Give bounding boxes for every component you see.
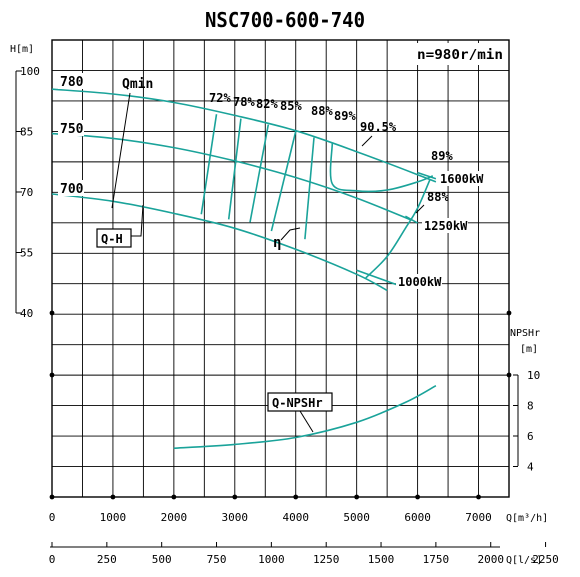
efficiency-label: 88% — [311, 104, 333, 118]
x-m3h-tick-label: 6000 — [404, 511, 431, 524]
efficiency-label: 88% — [427, 190, 449, 204]
qh-box — [96, 228, 132, 248]
chart-title: NSC700-600-740 — [205, 8, 365, 32]
label-bg — [438, 171, 484, 186]
efficiency-line-88% — [304, 137, 315, 240]
efficiency-label: 78% — [233, 95, 255, 109]
x-ls-tick-label: 2000 — [477, 553, 504, 566]
efficiency-label: 85% — [280, 99, 302, 113]
efficiency-label: 72% — [209, 91, 231, 105]
x-m3h-tick-label: 4000 — [282, 511, 309, 524]
npshr-axis-unit: [m] — [520, 344, 538, 355]
x-ls-tick-label: 500 — [152, 553, 172, 566]
head-tick-label: 40 — [20, 307, 33, 320]
x-axis-ls-label: Q[l/s] — [506, 555, 542, 566]
x-axis-m3h-label: Q[m³/h] — [506, 513, 548, 524]
head-tick-label: 70 — [20, 186, 33, 199]
power-curve-1600kW — [417, 171, 437, 180]
label-bg — [396, 274, 442, 289]
label-bg — [58, 120, 84, 136]
power-curve-1000kW — [356, 269, 400, 287]
x-ls-tick-label: 250 — [97, 553, 117, 566]
x-ls-tick-label: 1000 — [258, 553, 285, 566]
npshr-axis: 10 8 6 4 — [513, 369, 540, 474]
speed-label: n=980r/min — [417, 48, 503, 63]
npshr-tick-label: 8 — [527, 400, 534, 413]
x-ls-tick-label: 0 — [49, 553, 56, 566]
npshr-tick-label: 10 — [527, 369, 540, 382]
efficiency-line-72% — [200, 114, 218, 215]
efficiency-line-88% — [365, 179, 431, 279]
npshr-curve-label: Q-NPSHr — [272, 396, 323, 410]
head-axis: 100 85 70 55 40 — [15, 65, 40, 320]
npshr-curve — [173, 384, 437, 449]
efficiency-label: 89% — [334, 109, 356, 123]
x-ls-tick-label: 1750 — [423, 553, 450, 566]
head-curve-label: 780 — [60, 75, 84, 90]
x-axis-ls: 0 250 500 750 1000 1250 1500 1750 2000 2250 — [49, 542, 559, 566]
efficiency-label: 89% — [431, 149, 453, 163]
head-curve-750 — [51, 132, 412, 221]
x-ls-tick-label: 2250 — [532, 553, 559, 566]
efficiency-line-89% — [329, 143, 434, 193]
leader — [361, 135, 373, 147]
npshr-axis-label: NPSHr — [510, 328, 540, 339]
qh-leader — [131, 204, 144, 237]
efficiency-label: 82% — [256, 97, 278, 111]
curves — [51, 88, 437, 449]
eta-label: η — [273, 235, 281, 251]
x-ls-tick-label: 750 — [207, 553, 227, 566]
head-tick-label: 85 — [20, 126, 33, 139]
power-label: 1000kW — [398, 275, 442, 289]
x-m3h-tick-label: 2000 — [161, 511, 188, 524]
label-bg — [58, 73, 84, 89]
head-curve-label: 750 — [60, 122, 84, 137]
efficiency-label: 90.5% — [360, 120, 397, 134]
efficiency-line-78% — [227, 118, 242, 220]
speed-label-box — [412, 43, 506, 65]
x-m3h-tick-label: 1000 — [100, 511, 127, 524]
plot-frame — [51, 39, 510, 498]
x-ls-tick-label: 1250 — [313, 553, 340, 566]
label-bg — [422, 218, 468, 233]
x-m3h-tick-label: 3000 — [222, 511, 249, 524]
efficiency-line-82% — [249, 124, 270, 223]
x-m3h-tick-label: 5000 — [343, 511, 370, 524]
qmin-leader — [111, 92, 131, 209]
efficiency-line-85% — [270, 131, 297, 232]
power-label: 1600kW — [440, 172, 484, 186]
power-label: 1250kW — [424, 219, 468, 233]
npshr-tick-label: 4 — [527, 461, 534, 474]
head-tick-label: 100 — [20, 65, 40, 78]
x-m3h-tick-label: 0 — [49, 511, 56, 524]
qh-label: Q-H — [101, 232, 123, 246]
label-bg — [58, 180, 84, 196]
x-m3h-tick-label: 7000 — [465, 511, 492, 524]
head-tick-label: 55 — [20, 247, 33, 260]
x-ls-tick-label: 1500 — [368, 553, 395, 566]
x-axis-m3h: 0 1000 2000 3000 4000 5000 6000 7000 — [49, 511, 492, 524]
qmin-label: Qmin — [122, 77, 153, 92]
head-curve-label: 700 — [60, 182, 84, 197]
npshr-tick-label: 6 — [527, 430, 534, 443]
head-curve-780 — [51, 88, 437, 183]
leader — [415, 204, 425, 214]
eta-leader — [280, 227, 301, 241]
npshr-leader — [299, 410, 314, 433]
head-axis-label: H[m] — [10, 44, 34, 55]
